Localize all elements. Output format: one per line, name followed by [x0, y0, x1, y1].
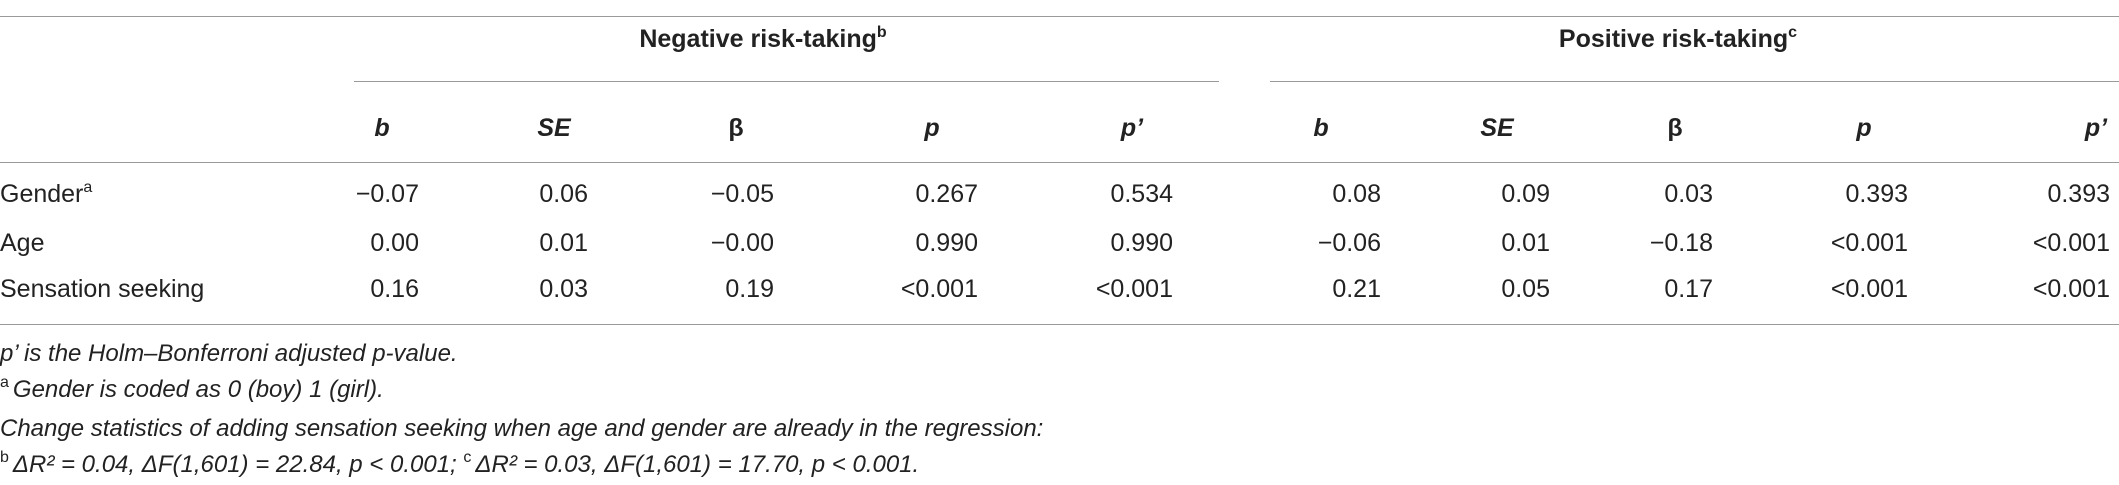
column-header: p’	[2084, 114, 2108, 142]
cell: 0.06	[539, 180, 588, 208]
footnote: b ΔR² = 0.04, ΔF(1,601) = 22.84, p < 0.00…	[0, 449, 920, 479]
cell: <0.001	[2032, 229, 2110, 257]
cell: 0.00	[370, 229, 419, 257]
cell: <0.001	[1830, 275, 1908, 303]
footnote-mark: c	[463, 449, 472, 466]
cell: −0.07	[355, 180, 419, 208]
cell: −0.18	[1649, 229, 1713, 257]
footnote-text: ΔR² = 0.04, ΔF(1,601) = 22.84, p < 0.001…	[12, 451, 457, 478]
cell: <0.001	[2032, 275, 2110, 303]
cell: 0.267	[915, 180, 978, 208]
row-label: Age	[0, 228, 44, 258]
cell: 0.393	[1845, 180, 1908, 208]
bottom-rule	[0, 324, 2119, 325]
cell: 0.16	[370, 275, 419, 303]
footnote-text: Change statistics of adding sensation se…	[0, 415, 1044, 442]
group-label: Positive risk-taking	[1558, 25, 1789, 53]
cell: −0.05	[710, 180, 774, 208]
footnote-mark: a	[0, 374, 9, 391]
footnote-mark: b	[0, 449, 9, 466]
cell: 0.17	[1664, 275, 1713, 303]
cell: 0.03	[1664, 180, 1713, 208]
column-header: p	[1856, 114, 1872, 142]
cell: −0.00	[710, 229, 774, 257]
group-rule	[1270, 81, 2119, 82]
cell: 0.09	[1501, 180, 1550, 208]
cell: 0.05	[1501, 275, 1550, 303]
cell: 0.534	[1110, 180, 1173, 208]
row-label: Gendera	[0, 179, 92, 209]
footnote-text: ΔR² = 0.03, ΔF(1,601) = 17.70, p < 0.001…	[475, 451, 920, 478]
top-rule	[0, 16, 2119, 17]
footnote-text: p’ is the Holm–Bonferroni adjusted p-val…	[0, 340, 458, 367]
group-label: Negative risk-taking	[639, 25, 877, 53]
cell: <0.001	[1830, 229, 1908, 257]
cell: −0.06	[1317, 229, 1381, 257]
cell: 0.393	[2047, 180, 2110, 208]
cell: <0.001	[900, 275, 978, 303]
footnote-mark: a	[83, 179, 93, 196]
column-header: SE	[537, 114, 571, 142]
column-header: b	[1313, 114, 1329, 142]
column-header: β	[728, 114, 744, 142]
footnote: a Gender is coded as 0 (boy) 1 (girl).	[0, 374, 384, 404]
header-rule	[0, 162, 2119, 163]
cell: <0.001	[1095, 275, 1173, 303]
row-label-text: Sensation seeking	[0, 275, 205, 303]
column-header: p’	[1120, 114, 1144, 142]
footnote-mark: c	[1788, 24, 1798, 41]
cell: 0.08	[1332, 180, 1381, 208]
cell: 0.01	[539, 229, 588, 257]
cell: 0.990	[1110, 229, 1173, 257]
column-header: b	[374, 114, 390, 142]
cell: 0.03	[539, 275, 588, 303]
footnote-text: Gender is coded as 0 (boy) 1 (girl).	[12, 376, 384, 403]
column-header: SE	[1480, 114, 1514, 142]
column-header: β	[1667, 114, 1683, 142]
row-label-text: Age	[0, 229, 45, 257]
footnote: p’ is the Holm–Bonferroni adjusted p-val…	[0, 340, 458, 368]
footnote-mark: b	[876, 24, 887, 41]
cell: 0.990	[915, 229, 978, 257]
group-header: Negative risk-takingb	[639, 24, 886, 54]
group-rule	[354, 81, 1219, 82]
footnote: Change statistics of adding sensation se…	[0, 415, 1043, 443]
row-label-text: Gender	[0, 180, 84, 208]
cell: 0.01	[1501, 229, 1550, 257]
column-header: p	[924, 114, 940, 142]
row-label: Sensation seeking	[0, 274, 204, 304]
cell: 0.21	[1332, 275, 1381, 303]
cell: 0.19	[725, 275, 774, 303]
group-header: Positive risk-takingc	[1559, 24, 1797, 54]
